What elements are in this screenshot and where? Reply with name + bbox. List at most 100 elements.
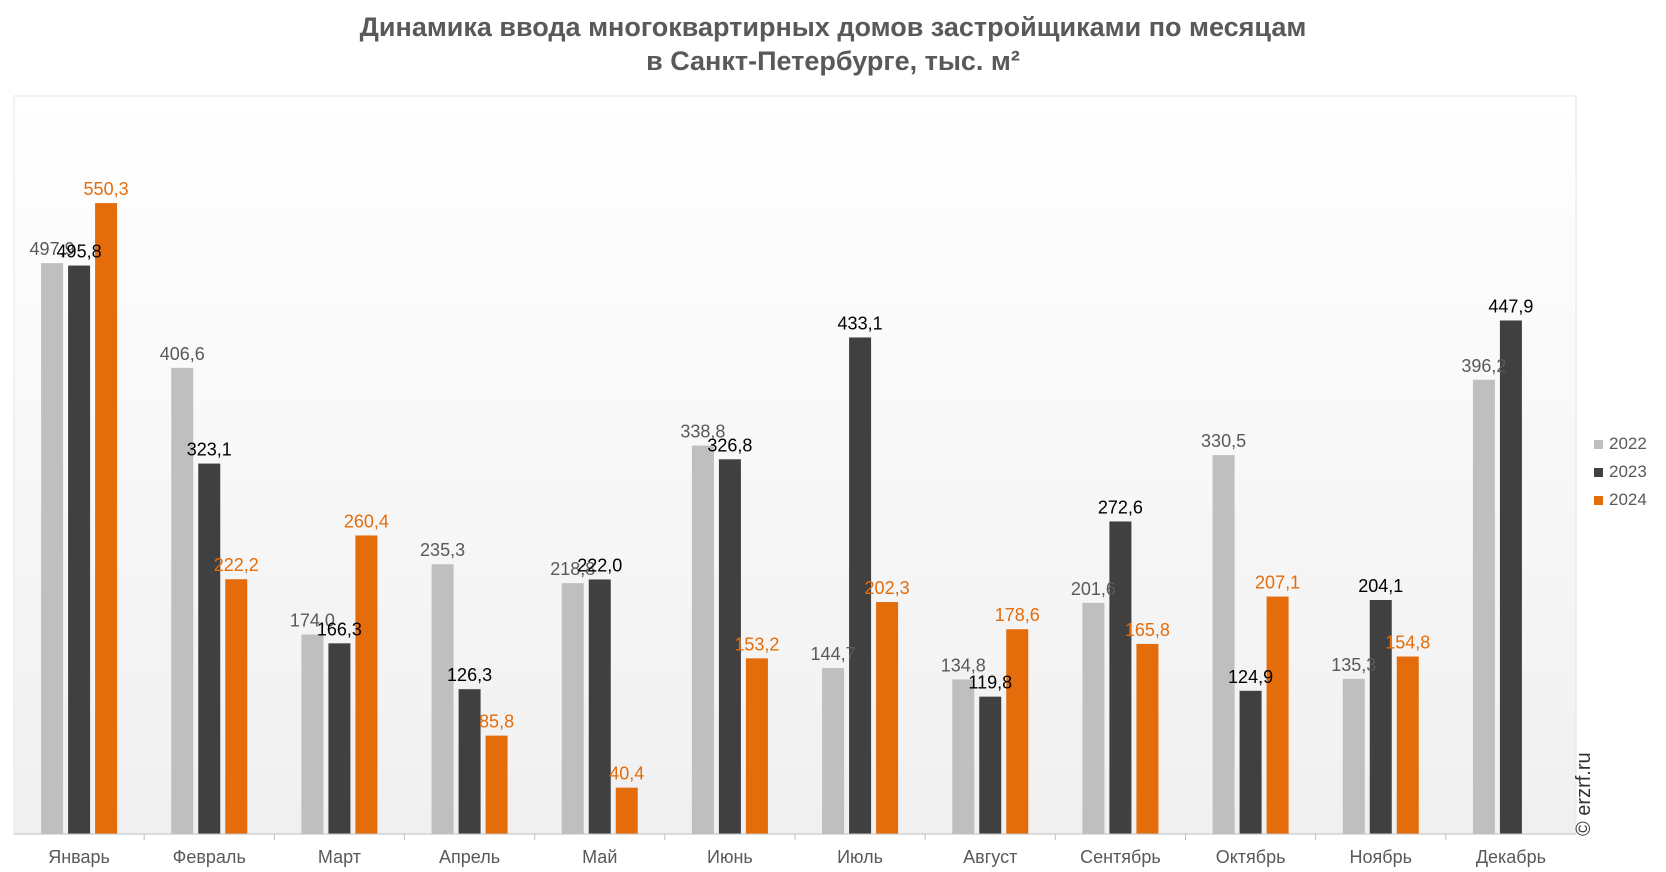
x-tick-label: Август	[963, 847, 1017, 867]
watermark: © erzrf.ru	[1573, 752, 1595, 836]
x-tick-label: Сентябрь	[1080, 847, 1161, 867]
data-label: 323,1	[187, 440, 232, 460]
data-label: 126,3	[447, 665, 492, 685]
data-label: 135,3	[1331, 655, 1376, 675]
bar-2023-4	[458, 689, 481, 834]
bar-2024-10	[1266, 596, 1289, 834]
bar-2022-1	[41, 263, 64, 834]
bars-layer	[41, 203, 1522, 834]
data-label: 166,3	[317, 619, 362, 639]
data-label: 260,4	[344, 511, 389, 531]
bar-2024-2	[225, 579, 248, 834]
legend-label: 2022	[1609, 434, 1647, 453]
bar-2022-4	[431, 564, 454, 834]
bar-2024-11	[1396, 656, 1419, 834]
data-label: 119,8	[968, 673, 1012, 693]
x-tick-label: Ноябрь	[1350, 847, 1412, 867]
data-label: 40,4	[609, 764, 644, 784]
bar-2023-2	[198, 463, 221, 834]
legend-label: 2024	[1609, 490, 1647, 509]
data-label: 222,0	[577, 555, 622, 575]
bar-2022-7	[822, 668, 845, 834]
data-label: 447,9	[1488, 296, 1533, 316]
data-label: 153,2	[734, 634, 779, 654]
bar-2024-1	[95, 203, 118, 834]
bar-2022-10	[1212, 455, 1235, 834]
data-label: 495,8	[57, 242, 102, 262]
data-label: 330,5	[1201, 431, 1246, 451]
legend-swatch	[1594, 495, 1603, 505]
x-tick-label: Июль	[837, 847, 883, 867]
legend-swatch	[1594, 439, 1603, 449]
x-axis: Январь Февраль Март Апрель Май Июнь Июль Август…	[14, 833, 1576, 867]
bar-2023-3	[328, 643, 351, 834]
bar-2024-7	[876, 602, 899, 834]
bar-2022-12	[1472, 379, 1495, 834]
x-tick-label: Май	[582, 847, 617, 867]
data-label: 165,8	[1125, 620, 1170, 640]
x-tick-label: Декабрь	[1476, 847, 1546, 867]
data-label: 174,0	[290, 611, 335, 631]
data-label: 124,9	[1228, 667, 1273, 687]
legend-item-2024: 2024	[1594, 486, 1647, 514]
bar-2022-8	[952, 679, 975, 834]
data-label: 433,1	[838, 313, 883, 333]
data-label: 207,1	[1255, 573, 1300, 593]
bar-2022-11	[1342, 678, 1365, 834]
chart-title-line-1: Динамика ввода многоквартирных домов зас…	[359, 12, 1307, 42]
bar-2022-5	[561, 583, 584, 834]
plot-area	[13, 95, 1577, 835]
x-tick-label: Апрель	[439, 847, 500, 867]
x-tick-label: Февраль	[173, 847, 246, 867]
data-label: 154,8	[1385, 633, 1430, 653]
data-label: 497,9	[30, 239, 75, 259]
bar-2024-6	[745, 658, 768, 834]
data-label: 235,3	[420, 540, 465, 560]
data-label: 202,3	[865, 578, 910, 598]
data-label: 144,7	[811, 644, 856, 664]
chart-title: Динамика ввода многоквартирных домов зас…	[0, 10, 1666, 78]
x-tick-label: Январь	[48, 847, 110, 867]
legend: 2022 2023 2024	[1594, 430, 1647, 514]
legend-swatch	[1594, 467, 1603, 477]
bar-2022-3	[301, 634, 324, 834]
bar-2022-2	[171, 367, 194, 834]
bar-2023-5	[588, 579, 611, 834]
data-label: 222,2	[214, 555, 259, 575]
bar-2022-9	[1082, 602, 1105, 834]
x-tick-label: Октябрь	[1216, 847, 1286, 867]
bar-2023-7	[849, 337, 872, 834]
x-tick-label: Июнь	[707, 847, 753, 867]
bar-2023-11	[1369, 599, 1392, 834]
data-label: 134,8	[941, 655, 986, 675]
bar-2023-6	[718, 459, 741, 834]
bar-2024-8	[1006, 629, 1029, 834]
bar-2023-1	[68, 265, 91, 834]
bar-2023-10	[1239, 690, 1262, 834]
data-label: 218,8	[550, 559, 595, 579]
legend-item-2023: 2023	[1594, 458, 1647, 486]
data-label: 272,6	[1098, 497, 1143, 517]
data-label: 178,6	[995, 605, 1040, 625]
bar-2022-6	[691, 445, 714, 834]
legend-label: 2023	[1609, 462, 1647, 481]
bar-2023-9	[1109, 521, 1132, 834]
bar-2023-12	[1499, 320, 1522, 834]
data-label: 550,3	[84, 179, 129, 199]
bar-2024-9	[1136, 643, 1159, 834]
data-label: 338,8	[680, 422, 725, 442]
x-tick-label: Март	[318, 847, 361, 867]
data-label: 85,8	[479, 712, 514, 732]
data-label: 201,6	[1071, 579, 1116, 599]
bar-2023-8	[979, 696, 1002, 834]
data-label: 326,8	[707, 435, 752, 455]
bar-2024-3	[355, 535, 378, 834]
data-label: 204,1	[1358, 576, 1403, 596]
data-label: 396,2	[1461, 356, 1506, 376]
bar-2024-5	[615, 787, 638, 834]
legend-item-2022: 2022	[1594, 430, 1647, 458]
bar-2024-4	[485, 735, 508, 834]
chart-title-line-2: в Санкт-Петербурге, тыс. м²	[646, 46, 1020, 76]
